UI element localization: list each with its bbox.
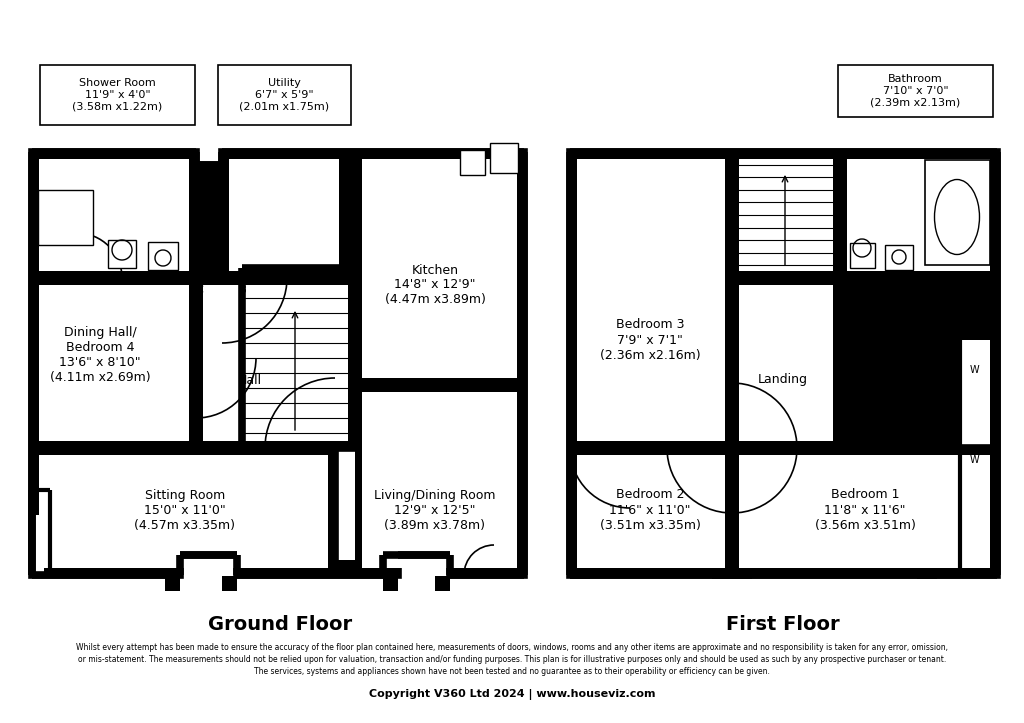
Bar — [39, 285, 189, 441]
Text: Living/Dining Room
12'9" x 12'5"
(3.89m x3.78m): Living/Dining Room 12'9" x 12'5" (3.89m … — [374, 489, 496, 531]
Bar — [218, 65, 351, 125]
Text: Landing: Landing — [758, 374, 808, 387]
Text: Hall: Hall — [238, 374, 262, 387]
Text: Ground Floor: Ground Floor — [208, 615, 352, 635]
Bar — [838, 65, 993, 117]
Polygon shape — [32, 152, 524, 575]
Bar — [961, 448, 990, 450]
Bar — [32, 515, 44, 575]
Text: Bedroom 3
7'9" x 7'1"
(2.36m x2.16m): Bedroom 3 7'9" x 7'1" (2.36m x2.16m) — [600, 319, 700, 362]
Text: Sitting Room
15'0" x 11'0"
(4.57m x3.35m): Sitting Room 15'0" x 11'0" (4.57m x3.35m… — [134, 489, 236, 531]
Text: B: B — [240, 285, 247, 295]
Text: Copyright V360 Ltd 2024 | www.houseviz.com: Copyright V360 Ltd 2024 | www.houseviz.c… — [369, 690, 655, 701]
Text: Whilst every attempt has been made to ensure the accuracy of the floor plan cont: Whilst every attempt has been made to en… — [76, 643, 948, 652]
Bar — [460, 150, 485, 175]
Bar — [850, 243, 874, 268]
Bar — [885, 245, 913, 270]
Text: or mis-statement. The measurements should not be relied upon for valuation, tran: or mis-statement. The measurements shoul… — [78, 656, 946, 664]
Text: Utility
6'7" x 5'9"
(2.01m x1.75m): Utility 6'7" x 5'9" (2.01m x1.75m) — [240, 78, 330, 111]
Bar — [577, 159, 725, 441]
Bar — [335, 448, 355, 560]
Text: C: C — [197, 285, 204, 295]
Bar — [577, 455, 725, 568]
Text: W: W — [969, 365, 979, 375]
Text: Shower Room
11'9" x 4'0"
(3.58m x1.22m): Shower Room 11'9" x 4'0" (3.58m x1.22m) — [73, 78, 163, 111]
Bar — [108, 240, 136, 268]
Bar — [739, 159, 833, 271]
Text: The services, systems and appliances shown have not been tested and no guarantee: The services, systems and appliances sho… — [254, 667, 770, 677]
Bar — [38, 190, 93, 245]
Bar — [39, 455, 328, 568]
Bar — [362, 392, 517, 568]
Bar — [203, 285, 348, 441]
Bar — [229, 159, 339, 271]
Text: C: C — [353, 390, 360, 400]
Bar — [435, 576, 450, 591]
Text: Bedroom 1
11'8" x 11'6"
(3.56m x3.51m): Bedroom 1 11'8" x 11'6" (3.56m x3.51m) — [814, 489, 915, 531]
Text: Dining Hall/
Bedroom 4
13'6" x 8'10"
(4.11m x2.69m): Dining Hall/ Bedroom 4 13'6" x 8'10" (4.… — [50, 326, 151, 384]
Bar — [383, 576, 398, 591]
Bar — [148, 242, 178, 270]
Bar — [739, 455, 990, 568]
Bar — [362, 159, 517, 378]
Bar — [739, 285, 833, 441]
Text: W: W — [969, 455, 979, 465]
Text: Bedroom 2
11'6" x 11'0"
(3.51m x3.35m): Bedroom 2 11'6" x 11'0" (3.51m x3.35m) — [600, 489, 700, 531]
Text: Kitchen
14'8" x 12'9"
(4.47m x3.89m): Kitchen 14'8" x 12'9" (4.47m x3.89m) — [385, 263, 485, 307]
Bar — [925, 160, 990, 265]
Bar — [847, 159, 990, 271]
Text: First Floor: First Floor — [726, 615, 840, 635]
Bar — [165, 576, 180, 591]
Bar — [39, 159, 189, 271]
Text: Bathroom
7'10" x 7'0"
(2.39m x2.13m): Bathroom 7'10" x 7'0" (2.39m x2.13m) — [870, 74, 961, 108]
Bar — [40, 65, 195, 125]
Bar — [961, 340, 990, 448]
Bar — [490, 143, 518, 173]
Bar — [222, 576, 237, 591]
Polygon shape — [570, 152, 997, 575]
Text: C: C — [918, 350, 925, 360]
